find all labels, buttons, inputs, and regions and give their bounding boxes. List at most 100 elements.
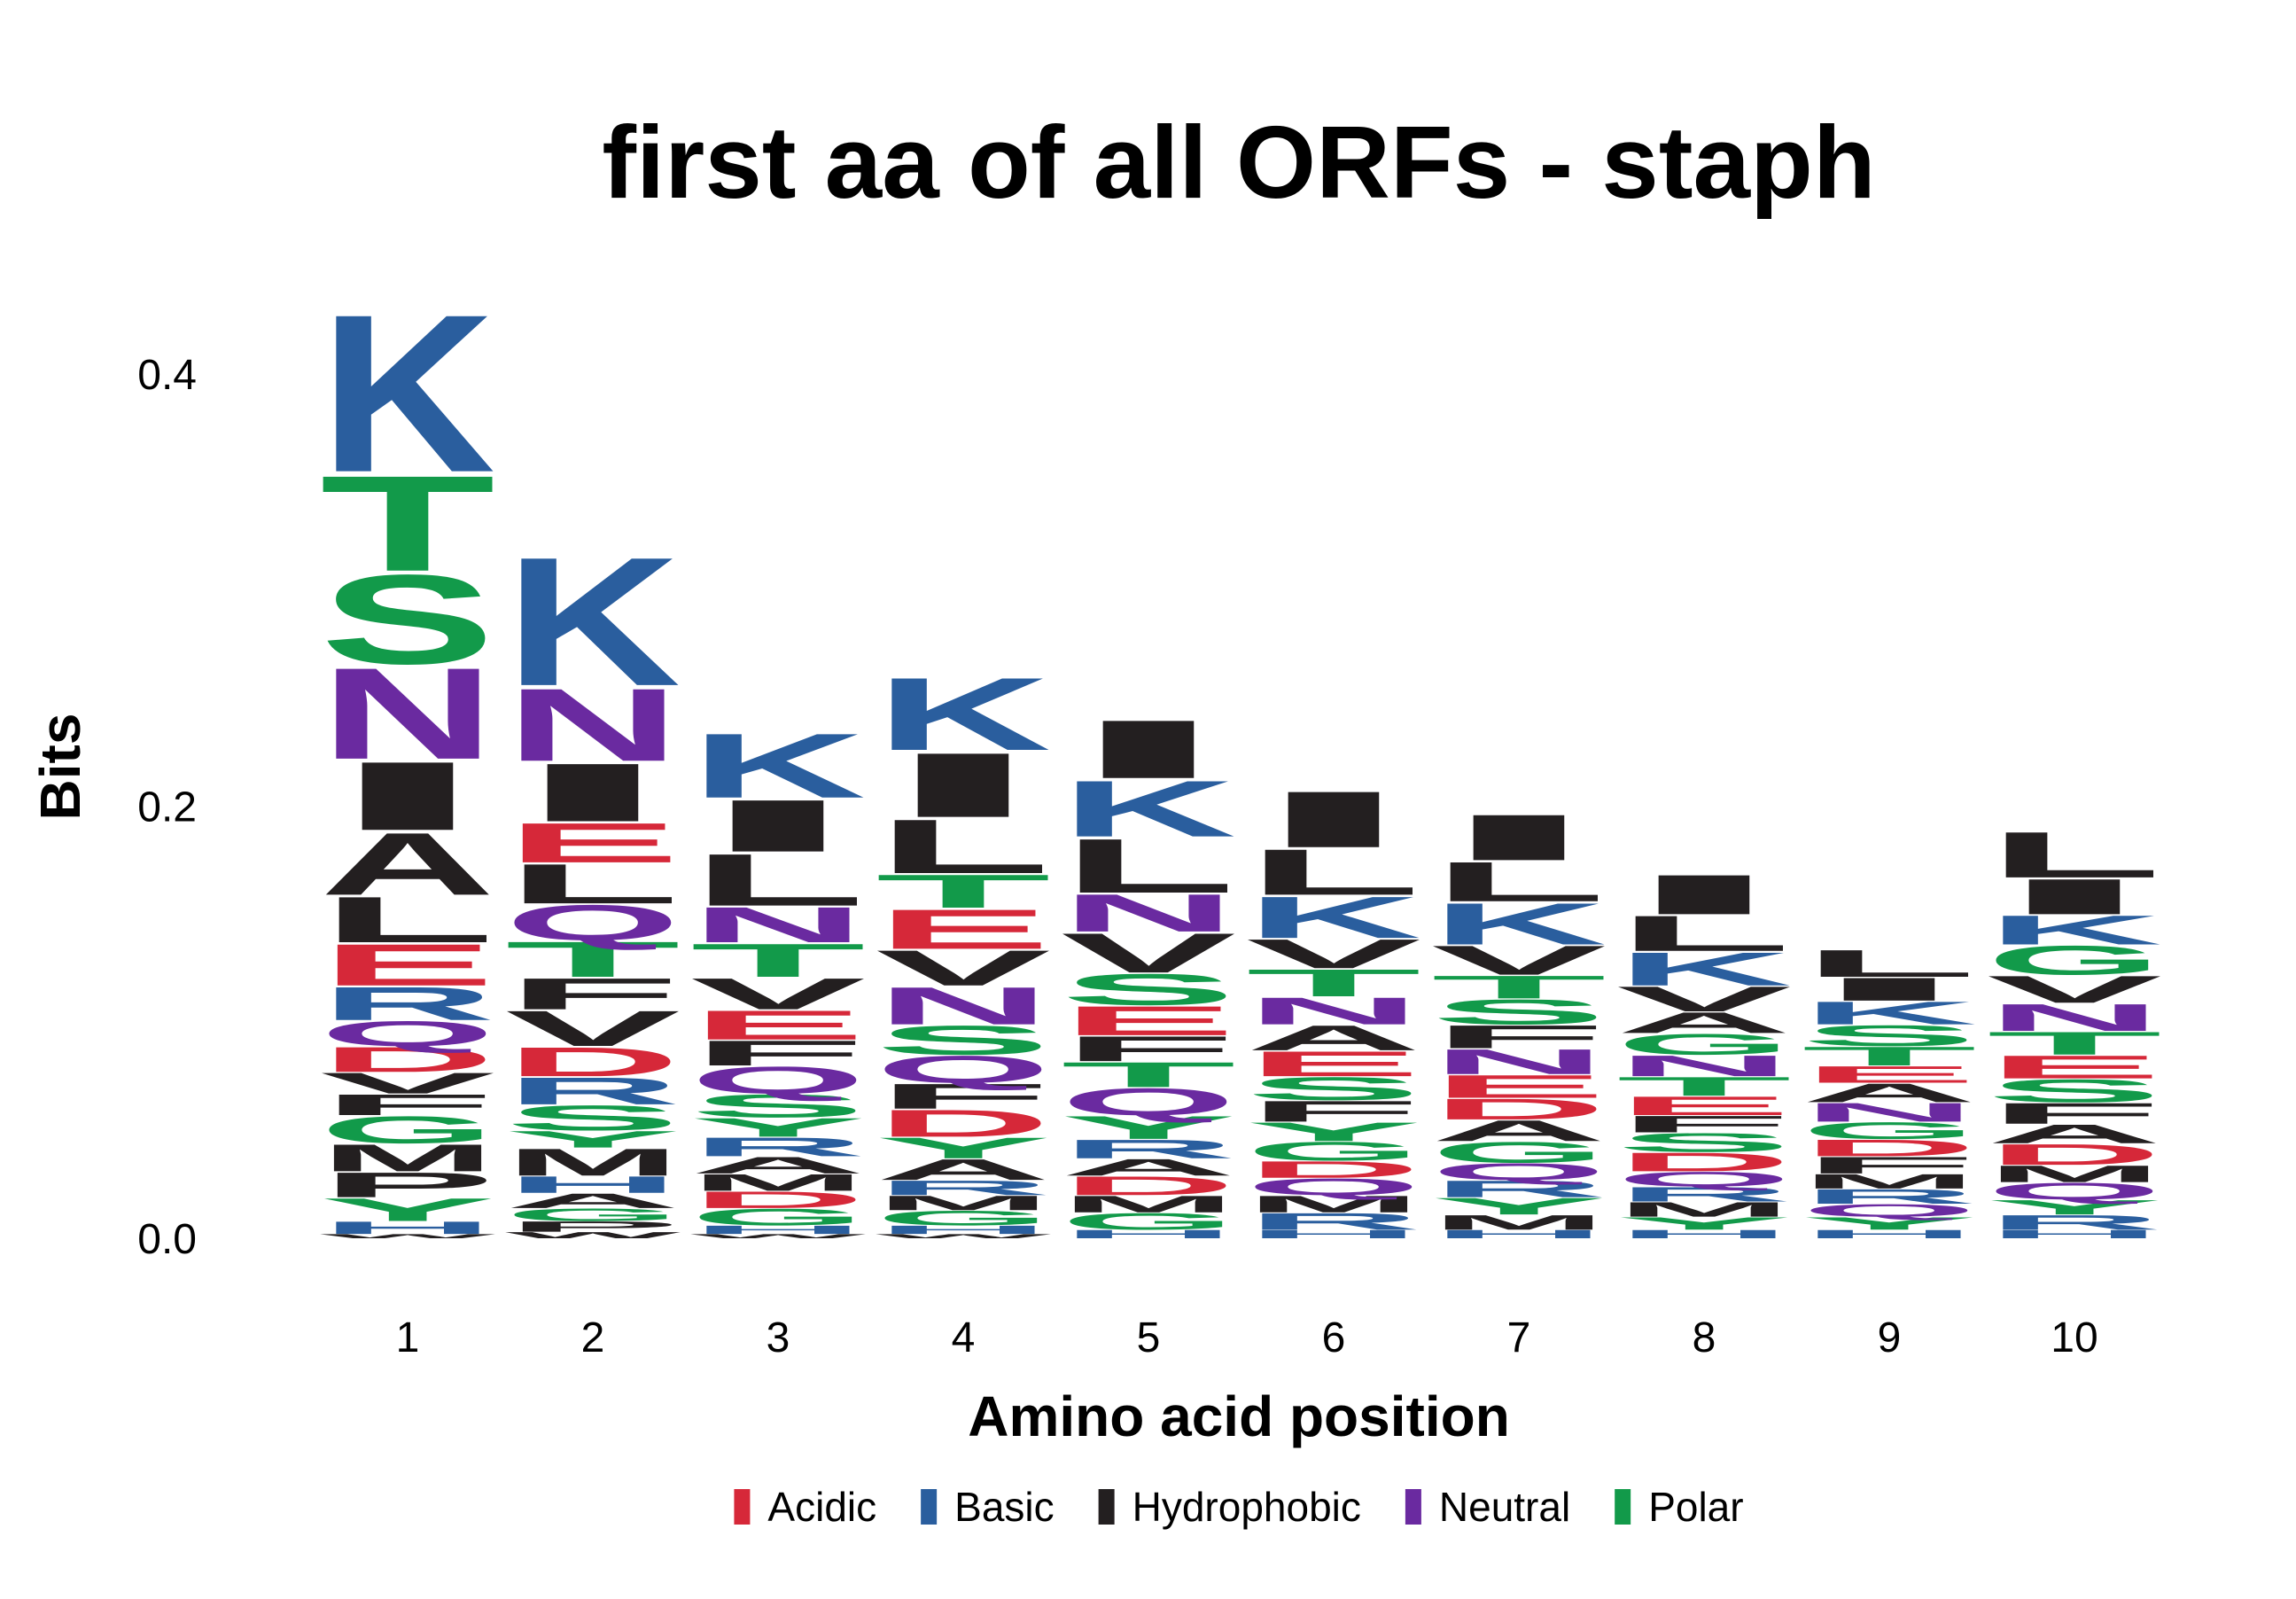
logo-letter-Q: Q	[690, 1058, 866, 1102]
legend-swatch	[1098, 1489, 1115, 1525]
legend-swatch	[734, 1489, 751, 1525]
logo-letter-F: F	[1061, 1029, 1236, 1069]
logo-letter-D: D	[1987, 1138, 2162, 1171]
logo-letter-E: E	[1987, 1049, 2162, 1085]
logo-letter-G: G	[876, 1206, 1051, 1229]
logo-letter-T: T	[320, 447, 495, 599]
logo-letter-K: K	[690, 714, 866, 817]
y-axis-ticks: 0.0 0.2 0.4	[137, 352, 197, 1263]
logo-letter-L: L	[876, 804, 1051, 890]
logo-letter-S: S	[1616, 1127, 1792, 1158]
logo-letter-I: I	[1987, 869, 2162, 924]
logo-letter-T: T	[876, 865, 1051, 918]
logo-letter-N: N	[690, 897, 866, 953]
legend-swatch	[1405, 1489, 1421, 1525]
logo-letter-V: V	[320, 1066, 495, 1099]
logo-letter-N: N	[1431, 1041, 1607, 1081]
y-tick-label: 0.4	[137, 352, 197, 399]
logo-letter-R: R	[1431, 1176, 1607, 1203]
logo-letter-I: I	[690, 784, 866, 867]
logo-letter-N: N	[1616, 1049, 1792, 1082]
logo-letter-R: R	[1246, 1208, 1421, 1235]
logo-letter-Y: Y	[690, 1112, 866, 1143]
logo-letter-G: G	[1802, 1118, 1977, 1144]
logo-letter-W: W	[876, 1233, 1051, 1239]
logo-letter-F: F	[1246, 1095, 1421, 1127]
logo-letter-D: D	[505, 1039, 681, 1085]
logo-letter-G: G	[1431, 1136, 1607, 1169]
y-tick-label: 0.2	[137, 784, 197, 831]
legend-label: Neutral	[1439, 1484, 1570, 1530]
logo-letter-T: T	[1431, 969, 1607, 1005]
logo-letter-M: M	[876, 1191, 1051, 1214]
x-tick-label: 6	[1322, 1314, 1346, 1361]
logo-letter-G: G	[690, 1204, 866, 1230]
logo-letter-I: I	[1802, 971, 1977, 1008]
chart-title: first aa of all ORFs - staph	[602, 105, 1875, 220]
logo-letter-D: D	[1616, 1147, 1792, 1177]
logo-letter-Q: Q	[1616, 1167, 1792, 1190]
logo-letter-A: A	[1061, 1154, 1236, 1181]
legend: Acidic Basic Hydrophobic Neutral Polar	[734, 1484, 1744, 1530]
logo-letter-I: I	[1431, 801, 1607, 874]
logo-letter-T: T	[1987, 1025, 2162, 1061]
logo-letter-S: S	[320, 549, 495, 690]
logo-letter-V: V	[876, 940, 1051, 996]
logo-letter-G: G	[1616, 1028, 1792, 1061]
logo-letter-E: E	[1802, 1061, 1977, 1088]
logo-letter-L: L	[320, 883, 495, 956]
logo-letter-Y: Y	[1246, 1117, 1421, 1147]
logo-letter-R: R	[320, 977, 495, 1030]
logo-columns: WHYPMGFVDQRELAINSTKWPGAHMYSRDVFTQLEINKWH…	[320, 269, 2162, 1241]
logo-letter-L: L	[505, 853, 681, 916]
logo-letter-A: A	[1802, 1078, 1977, 1108]
logo-letter-H: H	[690, 1223, 866, 1236]
logo-letter-G: G	[505, 1205, 681, 1224]
x-tick-label: 9	[1878, 1314, 1902, 1361]
logo-letter-F: F	[320, 1088, 495, 1121]
logo-letter-M: M	[320, 1136, 495, 1180]
logo-letter-Q: Q	[505, 894, 681, 951]
logo-letter-F: F	[1987, 1096, 2162, 1129]
logo-letter-K: K	[1246, 885, 1421, 951]
logo-letter-L: L	[1616, 905, 1792, 962]
logo-letter-R: R	[876, 1176, 1051, 1199]
logo-letter-S: S	[1987, 1072, 2162, 1109]
logo-letter-L: L	[1802, 942, 1977, 986]
logo-letter-Q: Q	[320, 1014, 495, 1054]
logo-letter-A: A	[1616, 1006, 1792, 1039]
x-axis-ticks: 1 2 3 4 5 6 7 8 9 10	[396, 1314, 2098, 1361]
logo-letter-E: E	[690, 1002, 866, 1049]
logo-letter-Y: Y	[320, 1191, 495, 1228]
logo-letter-F: F	[1616, 1111, 1792, 1137]
logo-letter-N: N	[1246, 989, 1421, 1033]
logo-letter-R: R	[690, 1132, 866, 1162]
logo-letter-D: D	[690, 1187, 866, 1213]
logo-letter-M: M	[1431, 1211, 1607, 1234]
y-axis-title: Bits	[28, 714, 92, 821]
logo-letter-M: M	[1061, 1191, 1236, 1218]
logo-letter-G: G	[1987, 937, 2162, 983]
logo-letter-L: L	[1987, 818, 2162, 891]
logo-letter-Y: Y	[505, 1126, 681, 1152]
x-axis-title: Amino acid position	[968, 1384, 1510, 1448]
logo-letter-H: H	[1246, 1228, 1421, 1241]
logo-letter-H: H	[505, 1172, 681, 1198]
logo-letter-H: H	[876, 1223, 1051, 1236]
logo-letter-L: L	[690, 838, 866, 921]
logo-letter-S: S	[1802, 1019, 1977, 1052]
y-tick-label: 0.0	[137, 1216, 197, 1263]
logo-letter-A: A	[1987, 1119, 2162, 1150]
logo-letter-I: I	[320, 742, 495, 851]
logo-letter-D: D	[1431, 1093, 1607, 1126]
logo-letter-R: R	[505, 1069, 681, 1112]
logo-letter-F: F	[1431, 1018, 1607, 1055]
